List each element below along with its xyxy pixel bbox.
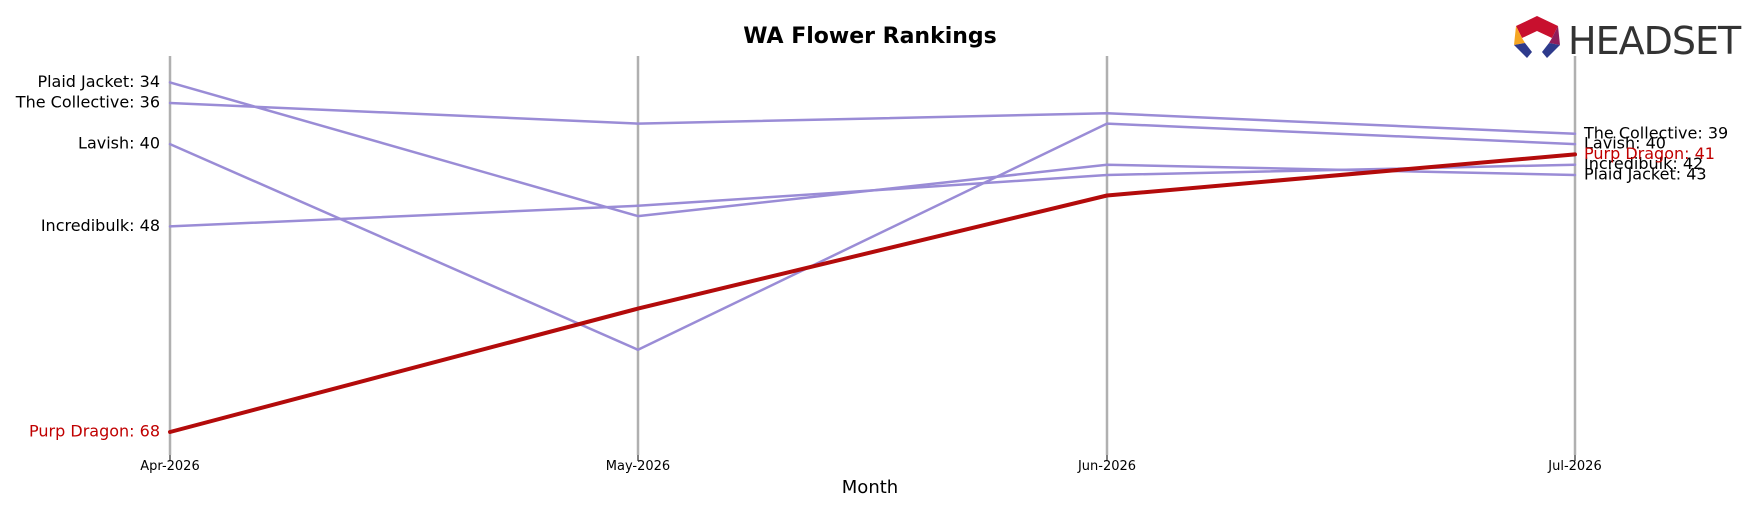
series-line-the-collective: [168, 101, 1577, 136]
start-labels: Plaid Jacket: 34 The Collective: 36 Lavish…: [15, 72, 160, 441]
month-gridlines: [168, 56, 1577, 455]
x-tick-label: May-2026: [606, 459, 670, 474]
series-line-purp-dragon: [168, 152, 1577, 434]
start-label: Plaid Jacket: 34: [37, 72, 160, 91]
end-label: Incredibulk: 42: [1584, 154, 1703, 173]
x-tick-label: Jul-2026: [1547, 459, 1601, 474]
series-line-incredibulk: [168, 163, 1577, 228]
start-label: Incredibulk: 48: [41, 216, 160, 235]
headset-logo: HEADSET: [1514, 16, 1743, 63]
x-tick-label: Jun-2026: [1077, 459, 1136, 474]
end-label: Purp Dragon: 41: [1584, 144, 1715, 163]
chart-title: WA Flower Rankings: [743, 24, 997, 49]
end-label: Lavish: 40: [1584, 134, 1666, 153]
end-label: Plaid Jacket: 43: [1584, 165, 1707, 184]
x-tick-label: Apr-2026: [140, 459, 199, 474]
series-line-plaid-jacket: [168, 81, 1577, 218]
series-line-lavish: [168, 122, 1577, 352]
headset-logo-mark-icon: [1514, 16, 1560, 58]
start-label: Lavish: 40: [78, 134, 160, 153]
series-lines: [168, 81, 1577, 434]
x-tick-labels: Apr-2026 May-2026 Jun-2026 Jul-2026: [140, 455, 1602, 474]
start-label: The Collective: 36: [15, 93, 160, 112]
start-label: Purp Dragon: 68: [29, 422, 160, 441]
end-label: The Collective: 39: [1583, 123, 1728, 142]
x-axis-title: Month: [842, 477, 898, 498]
end-labels: Plaid Jacket: 43 The Collective: 39Lavish…: [1583, 123, 1728, 183]
logo-text: HEADSET: [1568, 19, 1742, 63]
